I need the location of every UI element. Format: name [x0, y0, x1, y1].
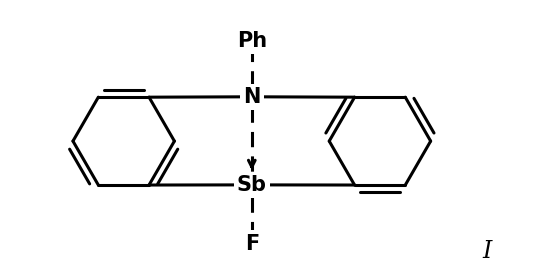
Text: Ph: Ph	[237, 31, 267, 51]
Text: N: N	[243, 87, 261, 107]
Text: F: F	[245, 234, 259, 254]
Text: Sb: Sb	[237, 175, 267, 195]
Text: I: I	[482, 240, 491, 263]
